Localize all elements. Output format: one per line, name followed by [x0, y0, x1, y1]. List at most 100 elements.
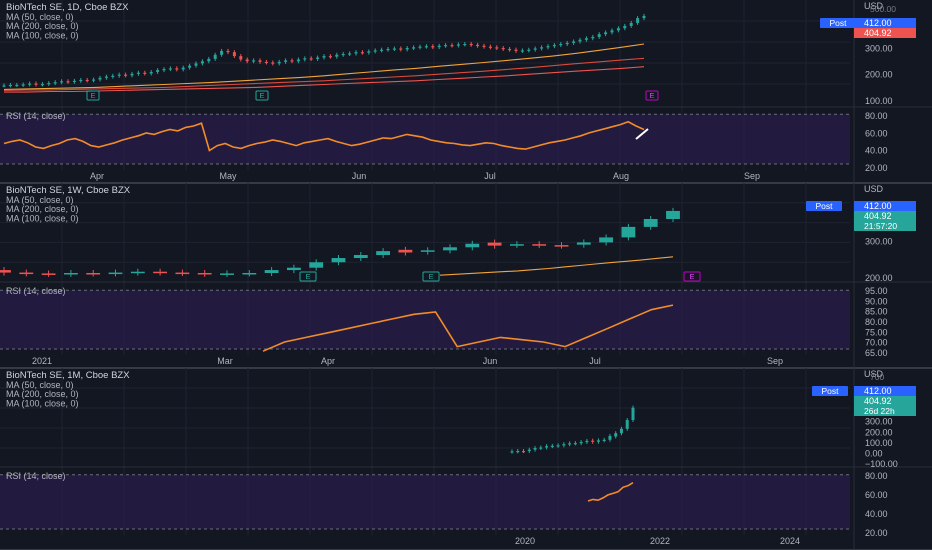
daily-candle — [552, 45, 556, 47]
daily-candle — [642, 15, 646, 19]
weekly-candle — [576, 242, 591, 245]
daily-candle — [367, 51, 371, 53]
daily-candle — [380, 49, 384, 51]
monthly-candle — [533, 448, 537, 450]
weekly-candle — [487, 242, 502, 246]
price-tick-label: −100.00 — [865, 459, 898, 469]
post-badge-label: Post — [829, 18, 847, 28]
daily-candle — [66, 81, 70, 83]
rsi-tick-label: 75.00 — [865, 327, 888, 337]
chart-title: BioNTech SE, 1D, Cboe BZX — [6, 2, 129, 13]
rsi-tick-label: 20.00 — [865, 528, 888, 538]
legend-entry: MA (50, close, 0) — [6, 380, 74, 390]
daily-candle — [60, 81, 64, 83]
rsi-tick-label: 95.00 — [865, 286, 888, 296]
earnings-marker-box — [422, 271, 440, 282]
daily-candle — [476, 44, 480, 47]
monthly-candle — [585, 440, 589, 443]
weekly-candle — [286, 267, 301, 271]
monthly-rsi-line — [587, 482, 634, 502]
weekly-candle — [353, 255, 368, 259]
price-tick-label: 100.00 — [865, 438, 893, 448]
daily-candle — [316, 57, 320, 59]
daily-candle — [258, 60, 262, 62]
price-tick-label: 200.00 — [865, 427, 893, 437]
legend-entry: MA (100, close, 0) — [6, 213, 79, 223]
post-price-value: 412.00 — [864, 201, 892, 211]
daily-candle — [482, 45, 486, 47]
daily-rsi-line — [3, 120, 645, 152]
daily-candle — [143, 72, 147, 74]
monthly-candle — [625, 420, 629, 429]
daily-candle — [565, 42, 569, 45]
daily-candle — [104, 76, 108, 78]
legend-entry: MA (50, close, 0) — [6, 12, 74, 22]
weekly-candle — [19, 272, 34, 275]
daily-candle — [8, 84, 12, 87]
weekly-candle — [153, 271, 168, 274]
daily-candle — [610, 30, 614, 33]
legend-entry: MA (50, close, 0) — [6, 195, 74, 205]
daily-candle — [92, 79, 96, 81]
daily-candle — [232, 52, 236, 57]
monthly-candle — [562, 444, 566, 446]
monthly-candle — [602, 439, 606, 441]
earnings-marker-box — [683, 271, 701, 282]
daily-candle — [162, 69, 166, 71]
earnings-marker-label: E — [90, 91, 95, 100]
daily-candle — [168, 68, 172, 70]
daily-candle — [130, 73, 134, 76]
weekly-candle — [86, 273, 101, 275]
daily-candle — [444, 45, 448, 47]
time-axis-label: Jun — [352, 171, 367, 181]
daily-candle — [175, 68, 179, 70]
earnings-marker-box — [255, 90, 269, 101]
daily-candle — [117, 74, 121, 76]
daily-candle — [616, 28, 620, 31]
monthly-candle — [510, 451, 514, 453]
daily-candle — [527, 49, 531, 51]
ma100-line — [3, 57, 645, 92]
weekly-candle — [41, 273, 56, 275]
earnings-marker-label: E — [259, 91, 264, 100]
ma200-line — [4, 66, 645, 93]
price-tick-label: 300.00 — [865, 237, 893, 247]
last-price-badge-bg — [854, 28, 916, 38]
legend-entry: MA (200, close, 0) — [6, 389, 79, 399]
daily-candle — [156, 70, 160, 72]
daily-candle — [399, 48, 403, 50]
earnings-marker-label: E — [649, 91, 654, 100]
daily-candle — [335, 54, 339, 57]
daily-candle — [584, 38, 588, 40]
daily-candle — [21, 84, 25, 86]
earnings-marker-label: E — [428, 272, 433, 281]
post-badge: Post — [806, 201, 842, 211]
daily-candle — [98, 77, 102, 80]
earnings-marker: E — [683, 271, 701, 282]
rsi-tick-label: 40.00 — [865, 146, 888, 156]
daily-candle — [111, 75, 115, 78]
daily-candle — [559, 43, 563, 46]
weekly-candle — [465, 243, 480, 248]
post-badge: Post — [820, 18, 856, 28]
daily-candle — [636, 18, 640, 23]
monthly-candle — [596, 440, 600, 442]
price-tick-label: 100.00 — [865, 96, 893, 106]
monthly-candle — [568, 443, 572, 445]
earnings-marker-box — [645, 90, 659, 101]
daily-candle — [149, 71, 153, 74]
legend-entry: MA (200, close, 0) — [6, 21, 79, 31]
earnings-marker: E — [86, 90, 100, 101]
rsi-tick-label: 40.00 — [865, 509, 888, 519]
daily-candle — [520, 50, 524, 52]
daily-candle — [40, 84, 44, 86]
time-axis-label: Jun — [483, 356, 498, 366]
chart-title: BioNTech SE, 1W, Cboe BZX — [6, 185, 131, 196]
rsi-label: RSI (14, close) — [6, 111, 66, 121]
rsi-tick-label: 65.00 — [865, 348, 888, 358]
daily-candle — [604, 32, 608, 35]
time-axis-label: 2021 — [32, 356, 52, 366]
daily-candle — [79, 79, 83, 82]
